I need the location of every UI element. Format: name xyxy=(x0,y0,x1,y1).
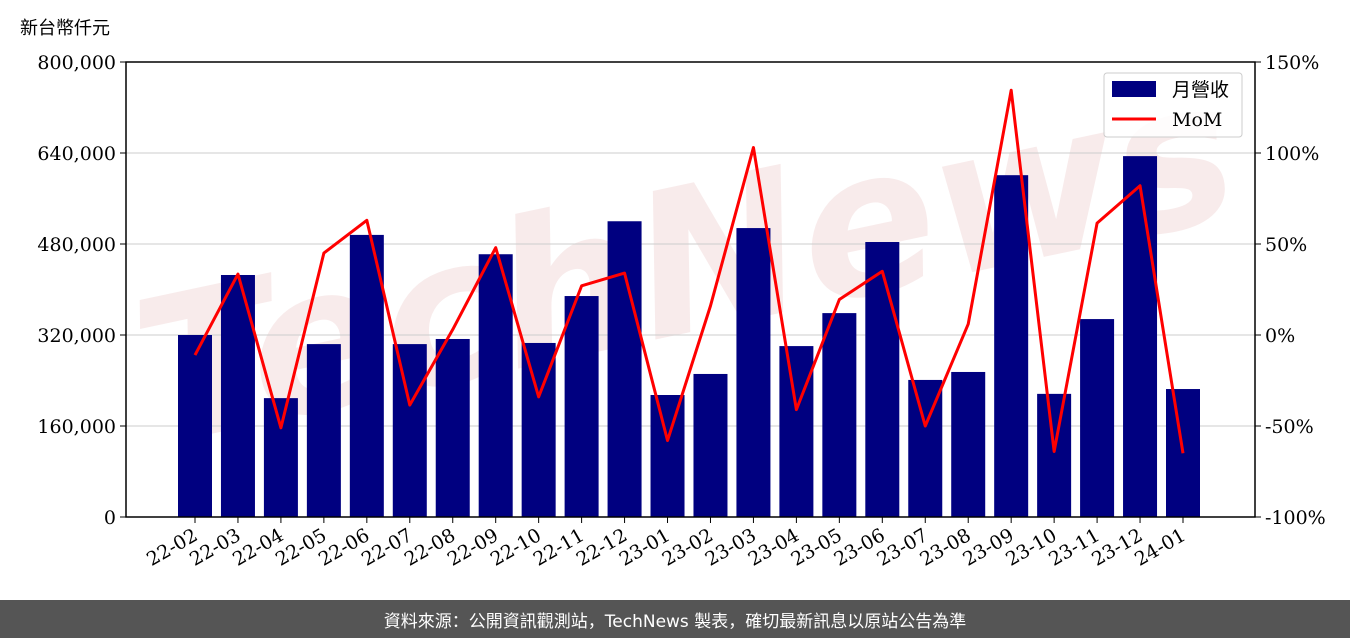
bar-22-07 xyxy=(392,344,427,517)
x-tick-label: 24-01 xyxy=(1131,524,1189,570)
bar-23-01 xyxy=(650,395,685,517)
bar-23-04 xyxy=(779,346,814,517)
right-tick-label: -50% xyxy=(1265,416,1314,438)
left-tick-label: 0 xyxy=(104,507,116,529)
bar-23-12 xyxy=(1123,156,1158,518)
bar-22-08 xyxy=(435,338,470,517)
bar-22-10 xyxy=(521,342,556,517)
right-tick-label: -100% xyxy=(1265,507,1326,529)
right-tick-label: 150% xyxy=(1265,52,1319,74)
bar-22-06 xyxy=(349,234,384,517)
right-tick-label: 100% xyxy=(1265,143,1319,165)
bar-23-06 xyxy=(865,242,900,517)
right-tick-label: 0% xyxy=(1265,325,1295,347)
bar-23-02 xyxy=(693,373,728,517)
revenue-chart: TechNews0160,000320,000480,000640,000800… xyxy=(37,33,1326,570)
bar-22-12 xyxy=(607,221,642,517)
bar-22-04 xyxy=(263,398,298,517)
source-text: 資料來源：公開資訊觀測站，TechNews 製表，確切最新訊息以原站公告為準 xyxy=(383,611,967,632)
y-axis-unit-label: 新台幣仟元 xyxy=(20,18,110,39)
source-footer: 資料來源：公開資訊觀測站，TechNews 製表，確切最新訊息以原站公告為準 xyxy=(0,600,1350,638)
bar-23-03 xyxy=(736,228,771,517)
bar-23-11 xyxy=(1080,319,1115,517)
legend-label-mom: MoM xyxy=(1172,109,1222,131)
bar-22-11 xyxy=(564,296,599,517)
legend-swatch-revenue xyxy=(1112,81,1156,97)
bar-22-05 xyxy=(306,344,341,517)
left-tick-label: 480,000 xyxy=(37,234,116,256)
legend-label-revenue: 月營收 xyxy=(1172,79,1229,101)
bar-22-02 xyxy=(178,335,212,517)
right-tick-label: 50% xyxy=(1265,234,1307,256)
mom-line xyxy=(193,88,1185,454)
left-tick-label: 800,000 xyxy=(37,52,116,74)
bar-23-05 xyxy=(822,313,857,517)
bar-23-09 xyxy=(994,175,1029,517)
plot-frame xyxy=(125,61,1256,518)
left-tick-label: 160,000 xyxy=(37,416,116,438)
bar-23-10 xyxy=(1037,393,1072,517)
left-tick-label: 320,000 xyxy=(37,325,116,347)
bar-22-09 xyxy=(478,254,513,518)
bar-23-08 xyxy=(951,371,986,517)
left-tick-label: 640,000 xyxy=(37,143,116,165)
